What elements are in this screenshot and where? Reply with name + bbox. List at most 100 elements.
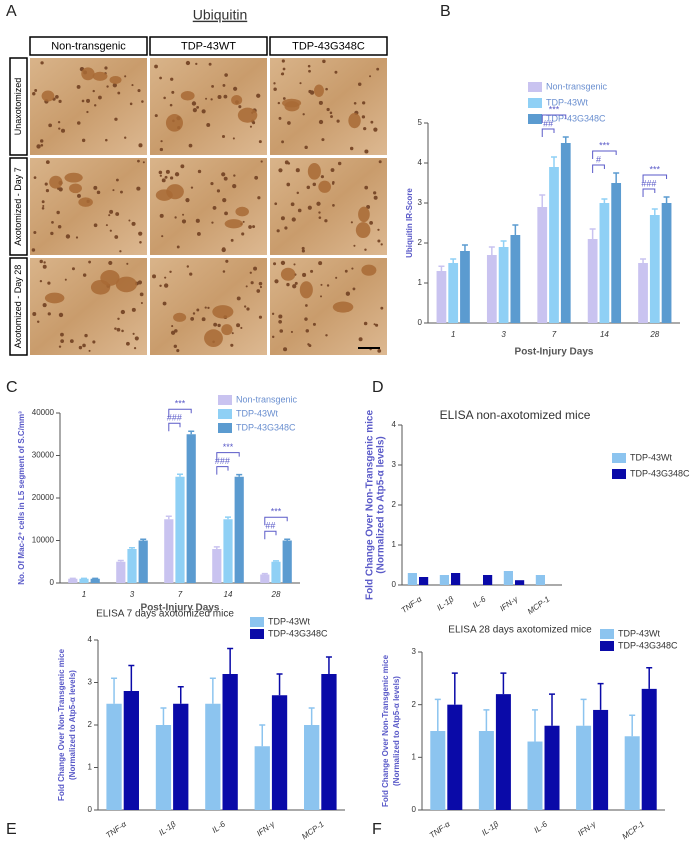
bar	[537, 207, 548, 323]
x-tick-label: 1	[82, 590, 86, 599]
nucleus	[137, 89, 141, 93]
legend-swatch	[528, 82, 542, 92]
x-tick-label: IL-1β	[480, 819, 501, 837]
nucleus	[258, 281, 263, 286]
bar	[560, 143, 571, 323]
nucleus	[86, 110, 89, 114]
error-bar	[261, 572, 268, 575]
error-bar	[188, 430, 195, 435]
bar	[587, 239, 598, 323]
nucleus	[126, 341, 130, 346]
bar	[419, 577, 429, 585]
nucleus	[357, 82, 362, 86]
significance-bracket	[592, 164, 605, 173]
nucleus	[55, 94, 59, 99]
significance-label: ###	[215, 456, 230, 466]
nucleus	[305, 304, 308, 307]
nucleus	[45, 189, 50, 193]
nucleus	[330, 115, 333, 118]
neuron	[332, 301, 354, 313]
nucleus	[287, 162, 291, 165]
neuron	[44, 292, 65, 304]
nucleus	[176, 245, 180, 249]
nucleus	[304, 317, 308, 321]
neuron	[224, 219, 243, 229]
significance-label: ###	[167, 413, 182, 423]
nucleus	[273, 262, 277, 266]
bar	[460, 251, 470, 323]
nucleus	[108, 214, 111, 217]
nucleus	[104, 66, 108, 70]
y-tick-label: 3	[412, 647, 417, 656]
nucleus	[369, 75, 372, 78]
nucleus	[186, 265, 190, 268]
nucleus	[42, 303, 47, 308]
nucleus	[256, 93, 261, 98]
y-axis-title: (Normalized to Atp5-α levels)	[68, 670, 77, 780]
bar	[498, 247, 509, 323]
y-tick-label: 0	[412, 805, 417, 814]
nucleus	[114, 117, 118, 121]
y-tick-label: 0	[50, 578, 55, 587]
nucleus	[164, 276, 167, 279]
bar	[212, 549, 222, 583]
nucleus	[318, 261, 323, 266]
panel-title: Ubiquitin	[193, 7, 247, 23]
error-bar	[177, 473, 183, 477]
neuron	[318, 180, 332, 193]
bar	[599, 203, 610, 323]
nucleus	[299, 82, 302, 85]
neuron	[280, 267, 296, 281]
nucleus	[56, 210, 60, 215]
nucleus	[282, 67, 286, 71]
nucleus	[305, 329, 309, 333]
row-header: Axotomized - Day 28	[13, 265, 23, 349]
significance-label: ***	[650, 164, 661, 174]
significance-bracket	[592, 150, 617, 159]
nucleus	[331, 182, 335, 185]
error-bar	[613, 172, 620, 183]
nucleus	[116, 327, 121, 332]
chart-title: ELISA 7 days axotomized mice	[96, 609, 234, 620]
legend-label: TDP-43G348C	[546, 113, 606, 123]
nucleus	[109, 229, 112, 232]
nucleus	[312, 182, 317, 187]
nucleus	[196, 106, 200, 109]
nucleus	[77, 193, 81, 198]
nucleus	[137, 159, 140, 163]
nucleus	[258, 315, 263, 319]
nucleus	[222, 270, 226, 273]
error-bar	[580, 698, 587, 726]
bar	[447, 704, 463, 810]
nucleus	[162, 301, 167, 306]
column-header: TDP-43G348C	[292, 40, 365, 52]
y-tick-label: 10000	[32, 536, 55, 545]
y-tick-label: 4	[88, 635, 93, 644]
nucleus	[58, 312, 64, 318]
nucleus	[170, 330, 176, 335]
neuron	[361, 264, 377, 276]
nucleus	[325, 87, 328, 91]
nucleus	[373, 195, 378, 200]
nucleus	[232, 137, 235, 140]
nucleus	[380, 306, 384, 310]
nucleus	[312, 322, 316, 326]
nucleus	[217, 94, 222, 99]
nucleus	[182, 213, 185, 216]
nucleus	[364, 248, 367, 251]
nucleus	[252, 225, 256, 229]
x-tick-label: MCP-1	[526, 595, 552, 617]
nucleus	[192, 312, 196, 315]
y-tick-label: 3	[418, 198, 423, 207]
nucleus	[212, 205, 217, 210]
legend-label: TDP-43Wt	[630, 452, 673, 462]
nucleus	[92, 340, 96, 344]
nucleus	[248, 225, 252, 229]
error-bar	[177, 686, 184, 704]
nucleus	[294, 281, 298, 285]
nucleus	[75, 236, 79, 239]
nucleus	[161, 235, 164, 238]
x-tick-label: IL-1β	[435, 594, 456, 612]
nucleus	[308, 69, 311, 73]
